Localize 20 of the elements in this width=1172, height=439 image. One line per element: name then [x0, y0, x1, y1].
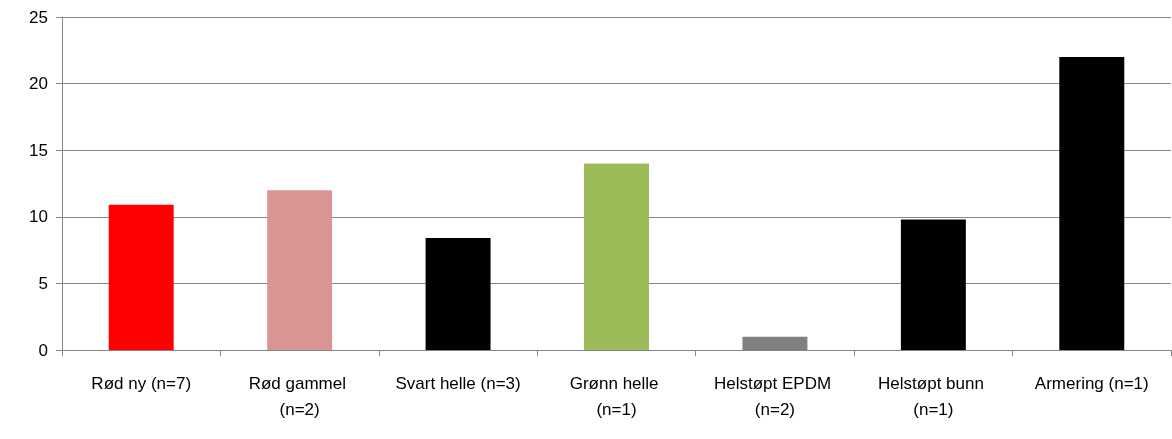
bar: [1059, 56, 1125, 350]
x-tick-label: Helstøpt bunn (n=1): [878, 373, 989, 419]
bar: [267, 190, 333, 350]
y-tick-label: 20: [29, 74, 48, 94]
x-tick-label: Grønn helle (n=1): [569, 373, 664, 419]
y-tick-label: 0: [38, 340, 48, 360]
y-tick-label: 10: [29, 207, 48, 227]
x-tick-label: Armering (n=1): [1034, 373, 1149, 393]
x-tick-label: Rød gammel (n=2): [248, 373, 351, 419]
bar: [108, 204, 174, 350]
bar: [584, 163, 649, 350]
bar: [900, 219, 966, 350]
x-tick-label: Rød ny (n=7): [91, 373, 192, 393]
bar: [425, 238, 491, 350]
y-tick-label: 25: [29, 7, 48, 27]
y-tick-label: 5: [38, 273, 48, 293]
bar: [742, 336, 808, 350]
y-tick-label: 15: [29, 140, 48, 160]
x-tick-label: Helstøpt EPDM (n=2): [714, 373, 836, 419]
x-tick-label: Svart helle (n=3): [395, 373, 521, 393]
